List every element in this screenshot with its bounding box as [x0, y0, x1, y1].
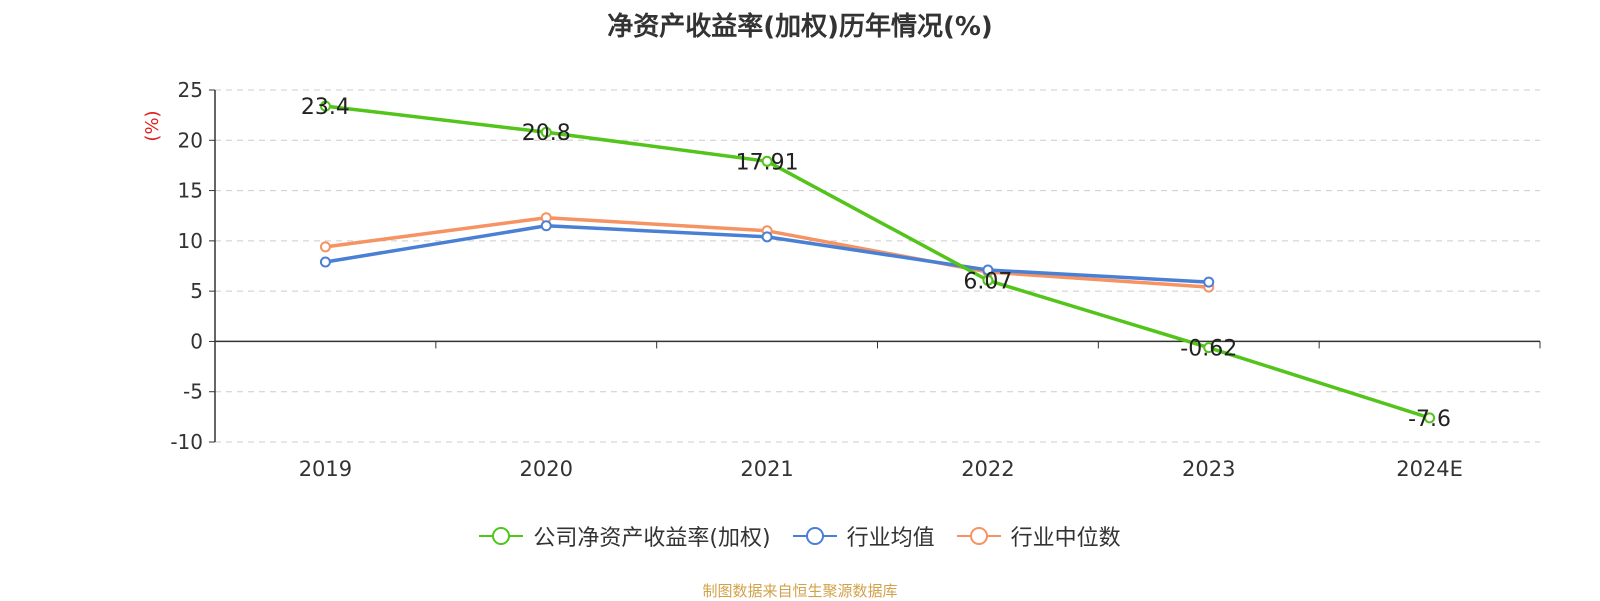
- y-tick-label: 10: [178, 229, 203, 253]
- x-tick-label: 2019: [299, 457, 352, 481]
- data-label: -0.62: [1180, 337, 1237, 362]
- legend-item-industry-mean[interactable]: 行业均值: [792, 520, 935, 552]
- x-tick-label: 2020: [520, 457, 573, 481]
- legend-item-industry-median[interactable]: 行业中位数: [956, 520, 1121, 552]
- data-label: 20.8: [522, 121, 571, 146]
- axes: -10 -5 0 5 10 15 20 25 2019 2020 2021 2022 2023 2024E…: [142, 78, 1541, 481]
- y-tick-label: 25: [178, 78, 203, 102]
- data-label: 6.07: [963, 269, 1012, 294]
- x-tick-label: 2021: [740, 457, 793, 481]
- legend-line-icon: [956, 527, 1001, 545]
- series-lines: [319, 100, 1436, 424]
- legend-item-company[interactable]: 公司净资产收益率(加权): [479, 520, 771, 552]
- legend-label: 行业均值: [846, 526, 935, 551]
- data-point[interactable]: [761, 155, 773, 167]
- data-point[interactable]: [319, 100, 331, 112]
- data-point[interactable]: [1203, 276, 1215, 288]
- y-tick-label: 15: [178, 179, 203, 203]
- x-tick-label: 2024E: [1396, 457, 1463, 481]
- legend-line-icon: [792, 527, 837, 545]
- series-line: [325, 104, 1431, 420]
- data-point[interactable]: [761, 231, 773, 243]
- y-tick-label: -10: [170, 430, 203, 454]
- y-tick-label: 20: [178, 128, 203, 152]
- data-point[interactable]: [540, 126, 552, 138]
- line-chart: -10 -5 0 5 10 15 20 25 2019 2020 2021 2022 2023 2024E…: [142, 78, 1541, 481]
- grid-lines: [215, 89, 1540, 443]
- data-point[interactable]: [540, 220, 552, 232]
- data-label: 23.4: [301, 95, 350, 120]
- legend-label: 公司净资产收益率(加权): [533, 526, 771, 551]
- legend-line-icon: [479, 527, 524, 545]
- data-labels: 23.4 20.8 17.91 6.07 -0.62 -7.6: [301, 95, 1451, 432]
- data-point[interactable]: [982, 274, 994, 286]
- data-point[interactable]: [982, 264, 994, 276]
- y-axis-label: (%): [142, 110, 163, 141]
- legend-label: 行业中位数: [1010, 526, 1121, 551]
- data-point[interactable]: [319, 256, 331, 268]
- data-source-note: 制图数据来自恒生聚源数据库: [702, 582, 898, 600]
- data-label: 17.91: [736, 150, 799, 175]
- chart-title: 净资产收益率(加权)历年情况(%): [607, 12, 993, 42]
- y-tick-label: -5: [183, 380, 203, 404]
- data-point[interactable]: [319, 241, 331, 253]
- data-point[interactable]: [1203, 342, 1215, 354]
- data-point[interactable]: [1424, 412, 1436, 424]
- legend: 公司净资产收益率(加权) 行业均值 行业中位数: [0, 520, 1600, 552]
- data-label: -7.6: [1408, 407, 1451, 432]
- y-tick-label: 0: [190, 329, 203, 353]
- x-tick-label: 2023: [1182, 457, 1235, 481]
- x-tick-label: 2022: [961, 457, 1014, 481]
- y-tick-label: 5: [190, 279, 203, 303]
